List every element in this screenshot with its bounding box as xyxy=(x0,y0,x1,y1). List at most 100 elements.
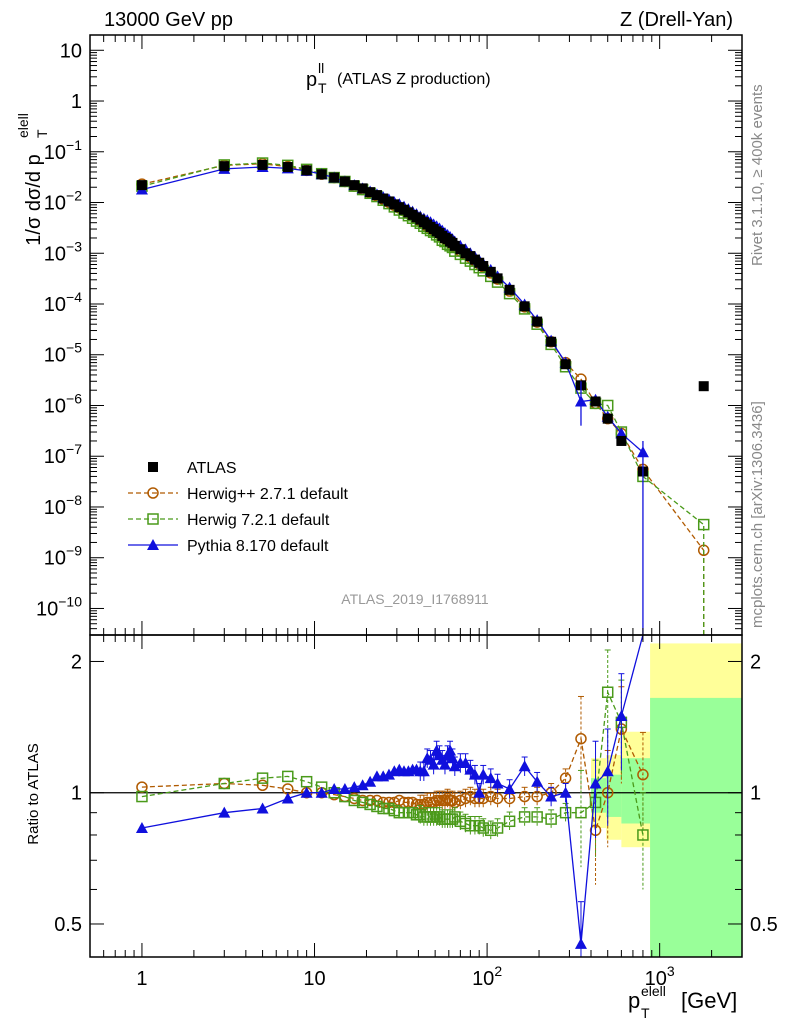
data-point xyxy=(616,435,627,446)
data-point xyxy=(147,513,159,525)
data-point xyxy=(491,777,504,789)
data-point xyxy=(698,381,709,392)
data-point xyxy=(531,811,543,823)
legend: ATLAS Herwig++ 2.7.1 default Herwig 7.2.1 … xyxy=(128,460,349,555)
data-point xyxy=(589,777,602,789)
data-point xyxy=(364,775,377,787)
data-point xyxy=(455,244,466,255)
data-point xyxy=(256,779,269,792)
data-point xyxy=(518,790,531,803)
data-point xyxy=(338,782,351,794)
data-point xyxy=(377,796,389,809)
data-point xyxy=(382,768,395,780)
data-point xyxy=(531,775,544,787)
data-point xyxy=(328,782,341,794)
data-point xyxy=(545,813,557,825)
data-point xyxy=(575,732,587,745)
y-tick-label: 10 xyxy=(60,40,82,62)
series-atlas xyxy=(136,159,709,477)
data-point xyxy=(339,176,350,187)
legend-label: Pythia 8.170 default xyxy=(187,538,329,555)
data-point xyxy=(357,183,368,194)
main-title: p T ll (ATLAS Z production) xyxy=(306,60,491,96)
data-point xyxy=(492,273,503,284)
y-tick-label: 10−3 xyxy=(44,238,82,265)
data-point xyxy=(301,165,312,176)
data-point xyxy=(531,790,543,803)
data-point xyxy=(300,786,313,798)
data-point xyxy=(590,396,601,407)
ratio-y-tick-label: 2 xyxy=(71,651,82,673)
data-point xyxy=(444,744,457,756)
ratio-y-tick-label-right: 0.5 xyxy=(750,914,778,936)
xlabel-p: p xyxy=(628,988,640,1013)
data-point xyxy=(477,768,490,780)
data-point xyxy=(469,792,481,805)
x-tick-label: 102 xyxy=(472,963,502,990)
data-point xyxy=(478,261,489,272)
ratio-y-tick-label: 0.5 xyxy=(54,914,82,936)
y-tick-label: 10−10 xyxy=(36,593,82,620)
data-point xyxy=(148,462,158,472)
data-point xyxy=(545,790,558,802)
data-point xyxy=(282,162,293,173)
data-point xyxy=(257,159,268,170)
main-title-sub: T xyxy=(318,80,327,96)
watermark: ATLAS_2019_I1768911 xyxy=(341,591,489,607)
data-point xyxy=(329,172,340,183)
data-point xyxy=(446,794,459,807)
ratio-panel-bands xyxy=(90,643,742,957)
data-point xyxy=(503,782,516,794)
data-point xyxy=(446,813,459,825)
legend-entry: Herwig 7.2.1 default xyxy=(128,512,330,529)
main-title-sup: ll xyxy=(318,60,324,76)
y-tick-label: 10−1 xyxy=(44,137,82,164)
data-point xyxy=(371,794,383,807)
data-point xyxy=(459,756,472,768)
data-point xyxy=(377,802,389,815)
xlabel-sub: T xyxy=(641,1005,650,1021)
data-point xyxy=(365,187,376,198)
ratio-series-herwig-7-2-1-default xyxy=(136,649,649,890)
data-point xyxy=(503,815,516,828)
data-point xyxy=(383,196,394,207)
data-point xyxy=(615,427,628,439)
ratio-line xyxy=(141,634,644,944)
y-tick-label: 10−9 xyxy=(44,543,82,570)
data-point xyxy=(378,193,389,204)
ratio-panel-frame xyxy=(89,634,743,958)
ratio-panel-series xyxy=(135,634,649,957)
data-point xyxy=(560,359,571,370)
x-tick-label: 103 xyxy=(645,963,675,990)
data-point xyxy=(300,775,313,788)
data-point xyxy=(477,792,489,805)
data-point xyxy=(446,752,459,764)
data-point xyxy=(519,301,530,312)
data-point xyxy=(430,794,443,807)
data-point xyxy=(438,758,451,770)
legend-entry: ATLAS xyxy=(148,460,237,477)
data-point xyxy=(504,284,515,295)
data-point xyxy=(518,760,531,772)
data-point xyxy=(256,802,269,814)
main-ylabel: 1/σ dσ/d p T elell xyxy=(15,113,50,246)
y-tick-label: 1 xyxy=(71,91,82,113)
data-point xyxy=(147,539,159,550)
data-point xyxy=(315,786,328,798)
x-tick-label: 10 xyxy=(303,968,325,990)
y-tick-label: 10−6 xyxy=(44,390,82,417)
data-point xyxy=(316,169,327,180)
data-point xyxy=(491,822,504,834)
data-point xyxy=(427,758,440,770)
data-point xyxy=(601,765,614,777)
ratio-panel-axes: 2 2 1 1 0.5 0.5 1 10 102 103 xyxy=(54,635,778,990)
data-point xyxy=(356,779,369,791)
data-point xyxy=(637,829,649,841)
ratio-ylabel: Ratio to ATLAS xyxy=(25,743,42,844)
data-point xyxy=(371,800,383,813)
data-point xyxy=(135,822,148,834)
data-point xyxy=(364,798,376,811)
legend-label: ATLAS xyxy=(187,460,237,477)
data-point xyxy=(615,709,628,721)
